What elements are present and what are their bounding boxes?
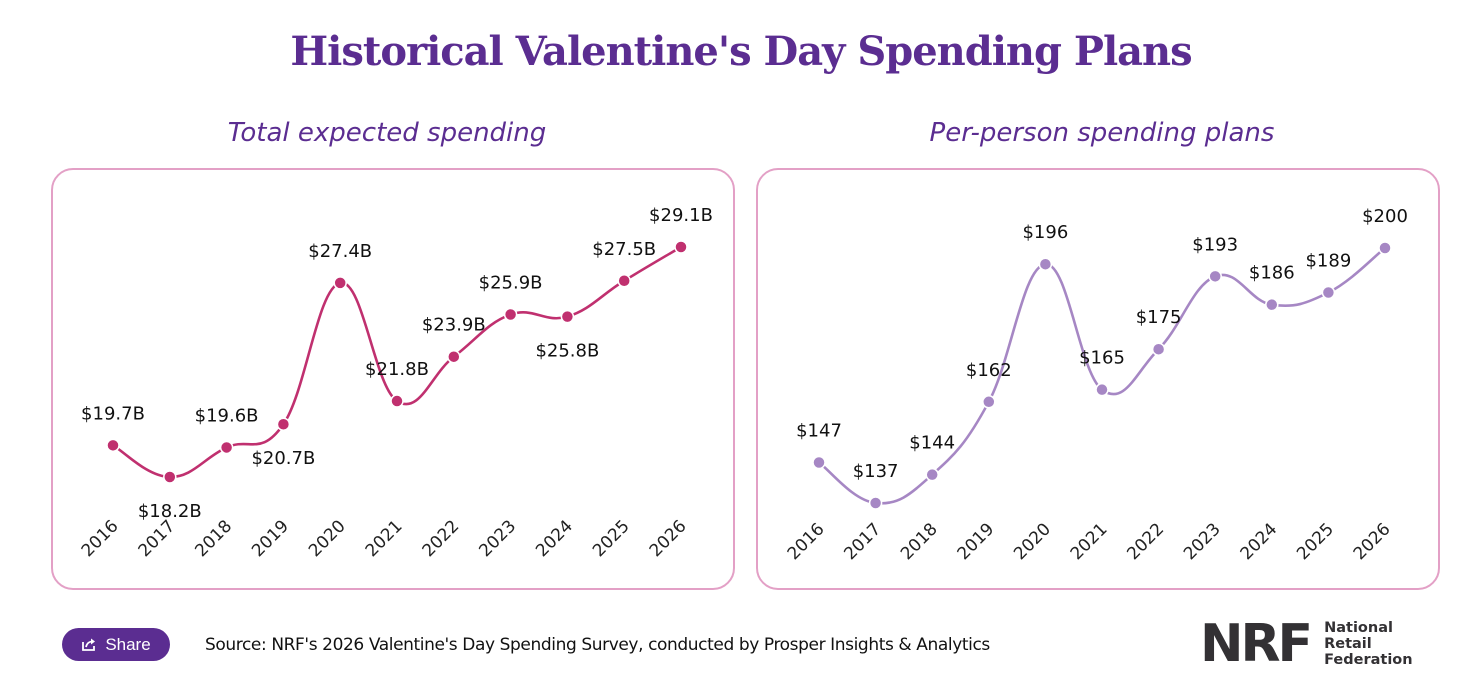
data-label: $27.4B [308,241,372,262]
data-label: $21.8B [365,359,429,380]
data-label: $25.9B [479,273,543,294]
data-point [276,417,291,431]
series-line [112,245,682,479]
data-point [447,349,461,364]
x-tick-label: 2019 [954,519,999,564]
logo-mark: NRF [1200,614,1313,674]
per-person-spending-chart: $147 2016 $137 2017 $144 2018 $162 2019 $196 2020… [784,206,1408,564]
data-label: $137 [853,461,899,482]
x-tick-label: 2021 [1067,519,1112,564]
data-label: $25.8B [535,341,599,362]
page-title: Historical Valentine's Day Spending Plan… [290,28,1192,75]
data-point [1321,285,1336,300]
x-tick-label: 2022 [1123,519,1168,564]
data-label: $19.7B [81,403,145,424]
x-tick-label: 2022 [419,516,464,561]
x-tick-label: 2023 [475,516,520,561]
x-tick-label: 2023 [1180,519,1225,564]
data-label: $144 [909,433,955,454]
x-tick-label: 2018 [191,516,236,561]
share-button[interactable]: Share [62,628,170,661]
share-icon [82,638,96,651]
x-tick-label: 2017 [840,519,885,564]
x-tick-label: 2024 [1237,519,1282,564]
logo-line: Federation [1324,652,1413,668]
data-point [219,440,234,455]
data-label: $27.5B [592,239,656,260]
data-point [812,455,826,470]
data-point [1151,342,1166,356]
data-point [106,438,120,453]
per-person-chart-title: Per-person spending plans [929,118,1275,148]
per-person-chart-panel [756,168,1440,590]
x-tick-label: 2025 [589,516,634,561]
data-label: $175 [1136,307,1182,328]
data-label: $147 [796,421,842,442]
data-label: $200 [1362,206,1408,227]
data-point [868,496,883,510]
data-point [390,394,404,408]
data-label: $18.2B [138,501,202,522]
data-label: $23.9B [422,315,486,336]
logo-text: National Retail Federation [1324,620,1413,668]
x-tick-label: 2016 [78,516,123,561]
x-tick-label: 2024 [532,516,577,561]
data-point [1208,269,1222,284]
data-label: $165 [1079,348,1125,369]
x-tick-label: 2020 [305,516,350,561]
x-tick-label: 2019 [248,516,293,561]
data-point [333,276,347,290]
data-point [1265,297,1279,312]
x-tick-label: 2021 [362,516,407,561]
data-point [503,307,518,322]
total-chart-title: Total expected spending [227,118,547,148]
data-label: $19.6B [195,405,259,426]
logo-line: National [1324,620,1393,636]
data-label: $193 [1192,234,1238,255]
data-point [982,395,996,409]
share-label: Share [105,634,151,654]
data-point [1038,257,1053,271]
x-tick-label: 2025 [1293,519,1338,564]
data-label: $29.1B [649,205,713,226]
x-tick-label: 2017 [135,516,180,561]
data-label: $189 [1305,251,1351,272]
x-tick-label: 2026 [1350,519,1395,564]
nrf-logo: NRF National Retail Federation [1200,614,1413,674]
data-point [925,467,939,482]
data-point [560,309,575,324]
data-label: $196 [1022,222,1068,243]
data-point [674,240,688,254]
data-point [1095,382,1109,397]
logo-line: Retail [1324,636,1372,652]
x-tick-label: 2020 [1010,519,1055,564]
data-label: $20.7B [251,448,315,469]
data-point [1378,241,1392,255]
data-label: $162 [966,360,1012,381]
x-tick-label: 2016 [784,519,829,564]
series-line [818,246,1386,505]
data-point [617,274,631,288]
x-tick-label: 2026 [646,516,691,561]
total-chart-panel [51,168,735,590]
data-point [163,470,177,484]
source-note: Source: NRF's 2026 Valentine's Day Spend… [205,635,990,655]
data-label: $186 [1249,263,1295,284]
x-tick-label: 2018 [897,519,942,564]
